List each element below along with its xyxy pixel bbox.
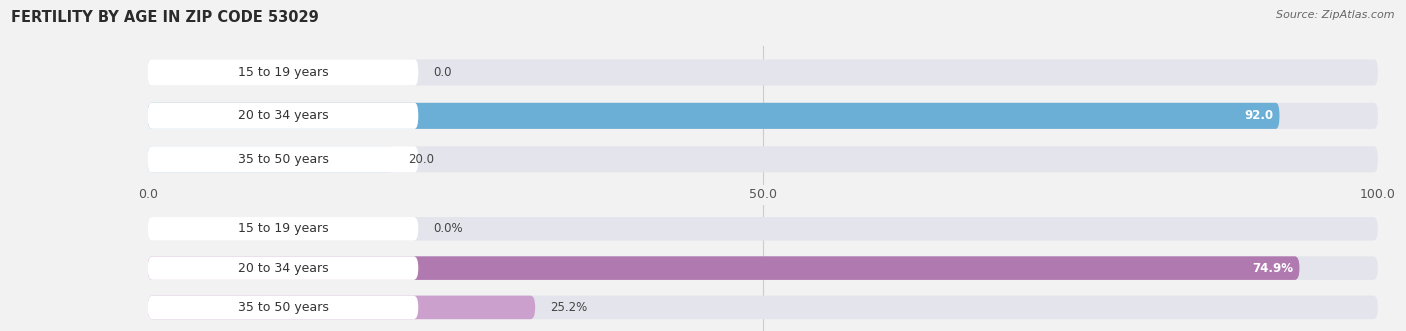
FancyBboxPatch shape	[148, 59, 1378, 85]
Text: 92.0: 92.0	[1244, 109, 1274, 122]
Text: 20 to 34 years: 20 to 34 years	[238, 261, 328, 275]
FancyBboxPatch shape	[148, 296, 1378, 319]
Text: 25.2%: 25.2%	[550, 301, 588, 314]
FancyBboxPatch shape	[148, 256, 1299, 280]
FancyBboxPatch shape	[148, 256, 1378, 280]
Text: 20.0: 20.0	[408, 153, 434, 166]
FancyBboxPatch shape	[148, 103, 419, 129]
FancyBboxPatch shape	[148, 217, 419, 241]
FancyBboxPatch shape	[148, 59, 419, 85]
FancyBboxPatch shape	[148, 146, 419, 172]
Text: 74.9%: 74.9%	[1253, 261, 1294, 275]
FancyBboxPatch shape	[148, 103, 1279, 129]
Text: 15 to 19 years: 15 to 19 years	[238, 66, 328, 79]
FancyBboxPatch shape	[148, 296, 536, 319]
Text: 15 to 19 years: 15 to 19 years	[238, 222, 328, 235]
FancyBboxPatch shape	[148, 146, 394, 172]
Text: 0.0%: 0.0%	[433, 222, 463, 235]
Text: 35 to 50 years: 35 to 50 years	[238, 153, 329, 166]
FancyBboxPatch shape	[148, 296, 419, 319]
FancyBboxPatch shape	[148, 256, 419, 280]
FancyBboxPatch shape	[148, 103, 1378, 129]
FancyBboxPatch shape	[148, 146, 1378, 172]
FancyBboxPatch shape	[148, 217, 1378, 241]
Text: 20 to 34 years: 20 to 34 years	[238, 109, 328, 122]
Text: FERTILITY BY AGE IN ZIP CODE 53029: FERTILITY BY AGE IN ZIP CODE 53029	[11, 10, 319, 25]
Text: Source: ZipAtlas.com: Source: ZipAtlas.com	[1277, 10, 1395, 20]
Text: 0.0: 0.0	[433, 66, 451, 79]
Text: 35 to 50 years: 35 to 50 years	[238, 301, 329, 314]
